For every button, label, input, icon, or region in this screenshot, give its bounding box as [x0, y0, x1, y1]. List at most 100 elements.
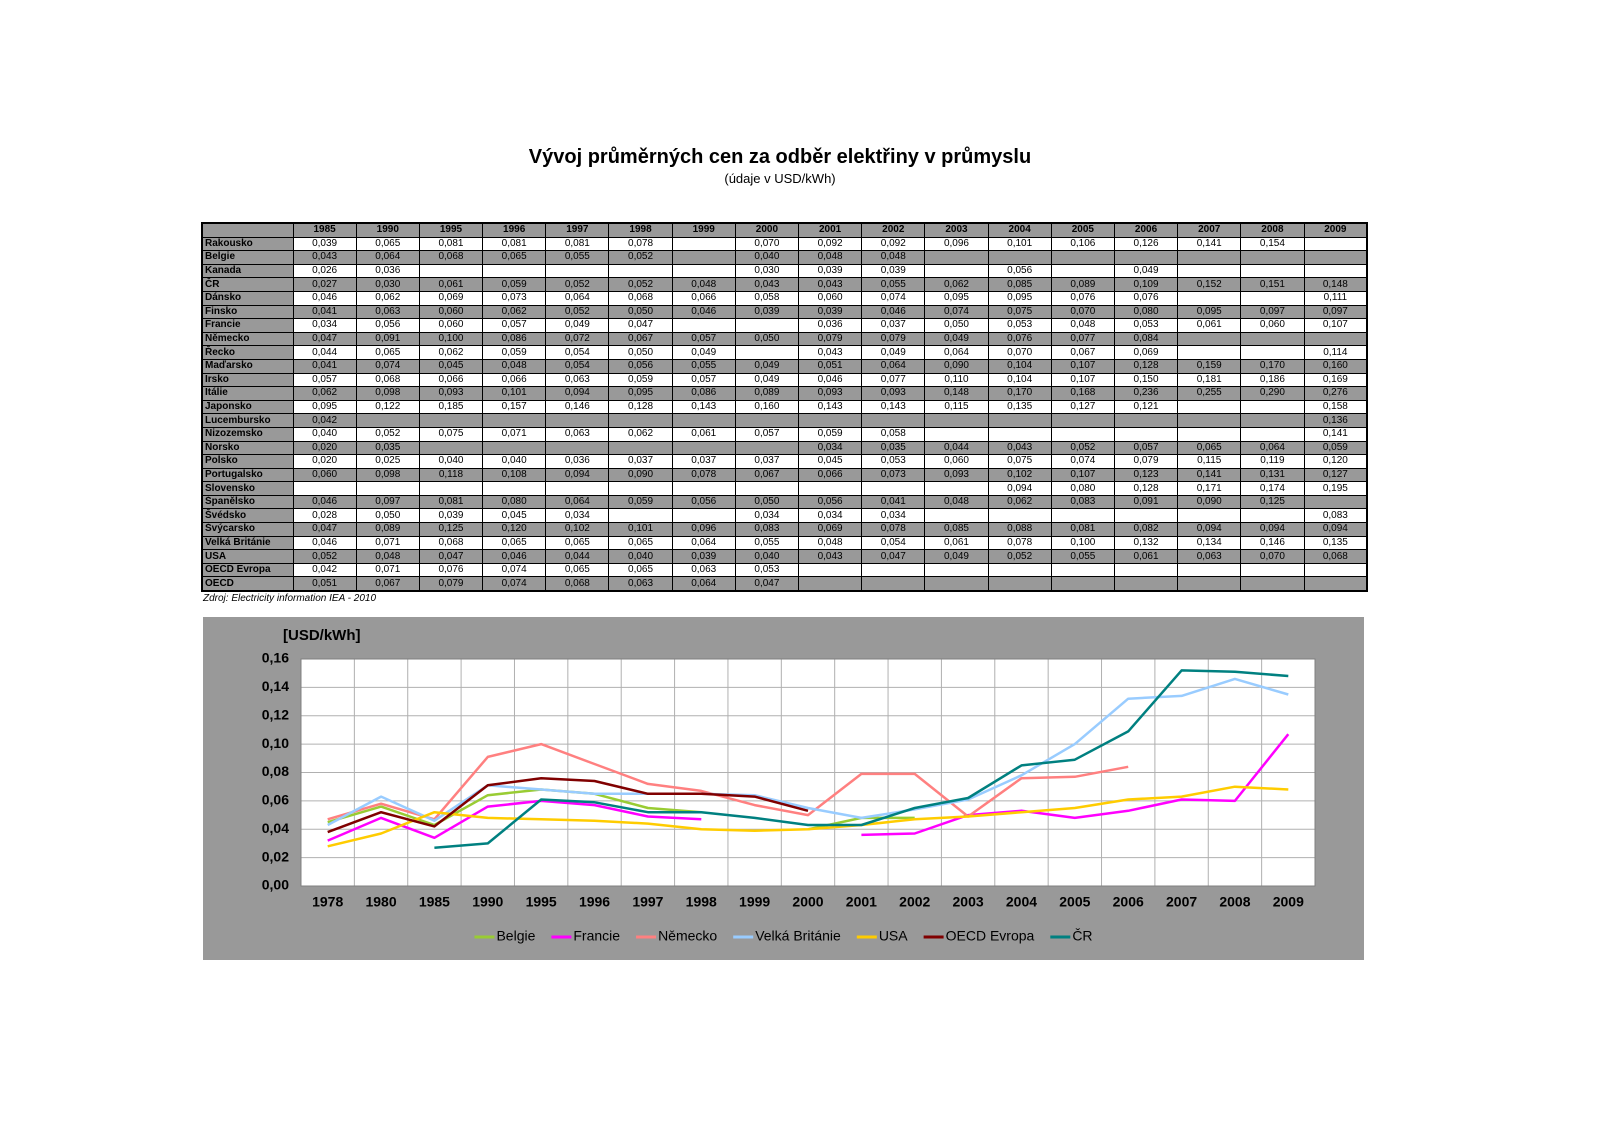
x-tick-label: 2006 — [1113, 894, 1144, 910]
value-cell: 0,111 — [1303, 290, 1368, 306]
value-cell: 0,076 — [1050, 290, 1115, 306]
value-cell: 0,068 — [545, 576, 610, 592]
value-cell: 0,037 — [861, 318, 926, 333]
value-cell: 0,035 — [355, 440, 420, 456]
value-cell: 0,094 — [1177, 522, 1242, 537]
value-cell: 0,074 — [482, 576, 547, 592]
value-cell: 0,048 — [671, 277, 736, 292]
value-cell: 0,123 — [1113, 467, 1179, 483]
value-cell: 0,045 — [482, 508, 547, 524]
value-cell: 0,060 — [1240, 318, 1305, 333]
value-cell: 0,037 — [608, 454, 673, 469]
value-cell: 0,195 — [1303, 481, 1368, 496]
value-cell: 0,057 — [671, 372, 736, 388]
year-header: 1999 — [671, 222, 736, 238]
value-cell: 0,143 — [861, 399, 926, 415]
value-cell: 0,080 — [1113, 304, 1179, 320]
value-cell: 0,073 — [482, 290, 547, 306]
value-cell: 0,064 — [545, 494, 610, 510]
table-row: Švýcarsko 0,047 0,089 0,125 0,120 0,102 0,101 0… — [201, 522, 1368, 537]
x-tick-label: 2004 — [1006, 894, 1037, 910]
value-cell: 0,051 — [292, 576, 357, 592]
value-cell: 0,046 — [482, 549, 547, 564]
value-cell: 0,064 — [1240, 440, 1305, 456]
value-cell: 0,048 — [1050, 318, 1115, 333]
value-cell: 0,074 — [924, 304, 989, 320]
value-cell: 0,059 — [482, 277, 547, 292]
empty-cell — [418, 413, 484, 428]
value-cell: 0,080 — [482, 494, 547, 510]
value-cell: 0,122 — [355, 399, 420, 415]
empty-cell — [734, 318, 800, 333]
value-cell: 0,095 — [924, 290, 989, 306]
value-cell: 0,150 — [1113, 372, 1179, 388]
table-row: Velká Británie 0,046 0,071 0,068 0,065 0,065 0… — [201, 535, 1368, 551]
year-header: 2001 — [797, 222, 863, 238]
value-cell: 0,078 — [608, 236, 673, 252]
value-cell: 0,059 — [482, 345, 547, 360]
value-cell: 0,062 — [987, 494, 1052, 510]
empty-cell — [1240, 413, 1305, 428]
value-cell: 0,054 — [545, 345, 610, 360]
value-cell: 0,093 — [797, 386, 863, 401]
value-cell: 0,074 — [1050, 454, 1115, 469]
table-row: Irsko 0,057 0,068 0,066 0,066 0,063 0,059 0,057… — [201, 372, 1368, 388]
empty-cell — [545, 263, 610, 279]
empty-cell — [987, 426, 1052, 442]
x-tick-label: 1978 — [312, 894, 343, 910]
x-tick-label: 1999 — [739, 894, 770, 910]
value-cell: 0,094 — [1240, 522, 1305, 537]
y-tick-label: 0,00 — [262, 877, 289, 893]
value-cell: 0,092 — [797, 236, 863, 252]
value-cell: 0,064 — [924, 345, 989, 360]
value-cell: 0,042 — [292, 562, 357, 578]
value-cell: 0,047 — [608, 318, 673, 333]
legend-label: Francie — [573, 928, 620, 944]
value-cell: 0,040 — [608, 549, 673, 564]
empty-cell — [924, 413, 989, 428]
empty-cell — [1113, 562, 1179, 578]
value-cell: 0,057 — [734, 426, 800, 442]
value-cell: 0,186 — [1240, 372, 1305, 388]
value-cell: 0,076 — [418, 562, 484, 578]
empty-cell — [1177, 576, 1242, 592]
table-row: Lucembursko 0,042 0,136 — [201, 413, 1368, 428]
value-cell: 0,051 — [797, 358, 863, 374]
value-cell: 0,170 — [1240, 358, 1305, 374]
x-tick-label: 2007 — [1166, 894, 1197, 910]
value-cell: 0,102 — [987, 467, 1052, 483]
value-cell: 0,064 — [671, 576, 736, 592]
empty-cell — [671, 318, 736, 333]
empty-cell — [545, 413, 610, 428]
value-cell: 0,052 — [608, 250, 673, 265]
empty-cell — [861, 562, 926, 578]
value-cell: 0,091 — [355, 331, 420, 347]
value-cell: 0,030 — [355, 277, 420, 292]
x-tick-label: 1990 — [472, 894, 503, 910]
value-cell: 0,078 — [861, 522, 926, 537]
value-cell: 0,058 — [734, 290, 800, 306]
empty-cell — [1050, 508, 1115, 524]
table-row: Švédsko 0,028 0,050 0,039 0,045 0,034 0,034 0,0… — [201, 508, 1368, 524]
value-cell: 0,047 — [861, 549, 926, 564]
value-cell: 0,054 — [545, 358, 610, 374]
value-cell: 0,048 — [861, 250, 926, 265]
empty-cell — [1177, 413, 1242, 428]
table-row: Portugalsko 0,060 0,098 0,118 0,108 0,094 0,09… — [201, 467, 1368, 483]
value-cell: 0,057 — [671, 331, 736, 347]
value-cell: 0,060 — [418, 304, 484, 320]
value-cell: 0,027 — [292, 277, 357, 292]
value-cell: 0,059 — [608, 494, 673, 510]
value-cell: 0,063 — [608, 576, 673, 592]
value-cell: 0,057 — [292, 372, 357, 388]
empty-cell — [608, 508, 673, 524]
row-label: USA — [201, 549, 294, 564]
value-cell: 0,053 — [734, 562, 800, 578]
value-cell: 0,095 — [292, 399, 357, 415]
empty-cell — [1177, 290, 1242, 306]
value-cell: 0,083 — [1050, 494, 1115, 510]
value-cell: 0,075 — [987, 454, 1052, 469]
empty-cell — [1177, 426, 1242, 442]
value-cell: 0,043 — [797, 549, 863, 564]
empty-cell — [292, 481, 357, 496]
